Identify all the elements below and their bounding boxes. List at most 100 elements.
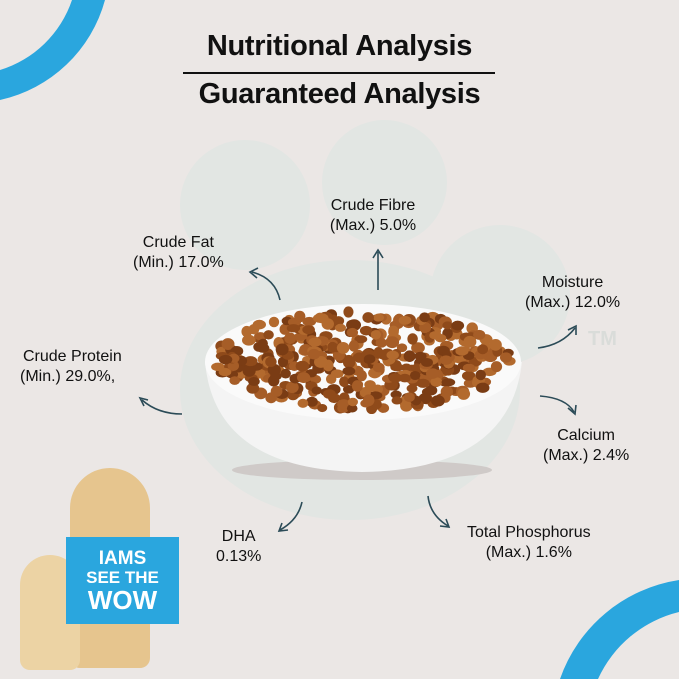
kibble-piece (403, 392, 415, 403)
kibble-piece (254, 332, 267, 341)
kibble-piece (270, 372, 282, 381)
kibble-piece (346, 404, 358, 413)
kibble-piece (342, 366, 356, 376)
kibble-piece (490, 361, 503, 373)
kibble-piece (430, 377, 443, 387)
kibble-piece (302, 316, 317, 327)
kibble-piece (425, 368, 440, 379)
kibble-piece (398, 315, 412, 325)
kibble-piece (336, 341, 350, 354)
kibble-piece (403, 350, 416, 363)
kibble-piece (363, 354, 376, 364)
kibble-piece (390, 363, 404, 372)
kibble-piece (270, 385, 283, 397)
arrow-moisture (537, 327, 576, 349)
kibble-piece (473, 329, 486, 340)
nutrient-crude-protein: Crude Protein (Min.) 29.0%, (20, 348, 122, 385)
kibble-piece (362, 394, 375, 407)
kibble-piece (373, 313, 385, 322)
kibble-piece (499, 352, 513, 363)
kibble-piece (280, 368, 291, 379)
kibble-piece (297, 398, 309, 408)
kibble-piece (322, 389, 336, 399)
kibble-piece (347, 397, 359, 407)
kibble-piece (305, 396, 318, 407)
kibble-piece (321, 318, 334, 330)
kibble-piece (414, 351, 427, 361)
kibble-piece (442, 321, 453, 330)
trademark-mark: TM (588, 328, 617, 350)
kibble-piece (429, 331, 442, 340)
kibble-piece (351, 380, 363, 392)
kibble-piece (421, 387, 433, 397)
kibble-piece (366, 383, 377, 393)
kibble-piece (372, 362, 385, 373)
kibble-piece (313, 356, 328, 368)
kibble-piece (268, 316, 280, 328)
kibble-piece (396, 343, 408, 353)
kibble-piece (476, 382, 490, 393)
kibble-piece (337, 399, 351, 410)
arrow-crude-protein (141, 399, 183, 415)
kibble-piece (354, 335, 368, 344)
kibble-piece (218, 367, 232, 377)
kibble-piece (307, 348, 321, 360)
kibble-piece (455, 346, 469, 356)
kibble-piece (243, 356, 258, 367)
kibble-piece (407, 333, 418, 345)
kibble-piece (221, 338, 235, 350)
kibble-piece (252, 319, 266, 330)
kibble-piece (461, 370, 476, 381)
kibble-piece (347, 319, 362, 331)
kibble-piece (343, 354, 355, 367)
nutrient-crude-fat: Crude Fat (Min.) 17.0% (133, 234, 224, 271)
kibble-piece (439, 355, 453, 365)
kibble-piece (416, 378, 430, 388)
kibble-piece (263, 330, 274, 340)
kibble-piece (325, 374, 337, 385)
kibble-piece (343, 306, 354, 318)
arrow-dha (279, 501, 303, 531)
kibble-piece (334, 323, 347, 332)
nutrient-total-phosphorus: Total Phosphorus (Max.) 1.6% (467, 524, 591, 561)
kibble-piece (286, 324, 301, 333)
kibble-piece (386, 350, 399, 360)
kibble-piece (388, 373, 403, 383)
kibble-piece (295, 360, 310, 372)
kibble-piece (385, 336, 400, 349)
nutrient-crude-fibre: Crude Fibre (Max.) 5.0% (329, 197, 417, 234)
kibble-piece (248, 377, 260, 386)
kibble-piece (359, 325, 373, 336)
kibble-piece (218, 354, 233, 365)
iams-brand-sign: IAMS SEE THE WOW (66, 537, 179, 624)
kibble-piece (477, 344, 489, 355)
kibble-pile (211, 306, 516, 415)
kibble-piece (362, 312, 374, 323)
kibble-piece (339, 376, 350, 388)
kibble-piece (308, 337, 322, 347)
kibble-piece (348, 340, 359, 352)
page-title: Nutritional Analysis (206, 30, 473, 62)
kibble-piece (370, 329, 382, 340)
kibble-piece (411, 342, 425, 354)
kibble-piece (462, 363, 476, 372)
kibble-piece (346, 327, 359, 338)
nutrient-dha: DHA 0.13% (216, 528, 262, 565)
kibble-piece (356, 370, 367, 382)
kibble-piece (475, 369, 486, 381)
kibble-piece (302, 325, 315, 335)
kibble-piece (398, 373, 411, 383)
page-subtitle: Guaranteed Analysis (198, 78, 481, 110)
kibble-piece (457, 387, 471, 400)
kibble-piece (275, 343, 289, 356)
title-divider (183, 72, 495, 74)
kibble-piece (420, 358, 433, 367)
kibble-piece (242, 365, 256, 377)
kibble-piece (463, 335, 477, 348)
kibble-piece (285, 381, 299, 394)
kibble-piece (391, 396, 403, 405)
kibble-piece (294, 310, 306, 322)
kibble-piece (242, 334, 256, 346)
